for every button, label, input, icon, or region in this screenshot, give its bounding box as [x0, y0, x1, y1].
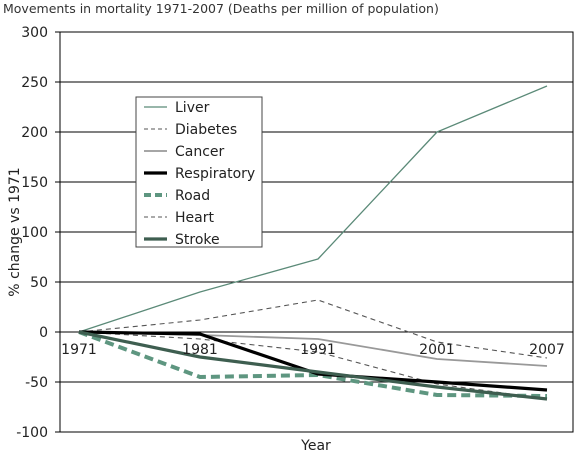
chart-title: Movements in mortality 1971-2007 (Deaths… [3, 1, 439, 16]
y-axis-title: % change vs 1971 [7, 167, 23, 296]
legend-label-cancer: Cancer [175, 144, 225, 160]
series-line-stroke [78, 330, 548, 401]
legend-label-stroke: Stroke [175, 232, 220, 248]
y-tick-label: 0 [39, 325, 48, 341]
x-tick-label: 2001 [419, 342, 455, 358]
x-axis-title: Year [300, 438, 331, 454]
y-tick-label: -50 [25, 375, 48, 391]
series-line-road [78, 330, 548, 398]
y-tick-label: 150 [21, 175, 48, 191]
legend-label-road: Road [175, 188, 210, 204]
y-tick-label: 50 [30, 275, 48, 291]
legend-label-liver: Liver [175, 100, 210, 116]
y-tick-label: 100 [21, 225, 48, 241]
series-lines [78, 85, 548, 401]
legend-label-diabetes: Diabetes [175, 122, 237, 138]
y-tick-label: -100 [16, 425, 48, 441]
x-tick-label: 1971 [61, 342, 97, 358]
series-line-heart [78, 331, 548, 400]
x-tick-label: 1981 [182, 342, 218, 358]
y-tick-label: 250 [21, 75, 48, 91]
legend-label-respiratory: Respiratory [175, 166, 255, 182]
legend: Liver Diabetes Cancer Respiratory Road Heart S… [135, 96, 263, 248]
x-tick-label: 1991 [300, 342, 336, 358]
series-line-diabetes [78, 299, 548, 359]
y-tick-label: 200 [21, 125, 48, 141]
y-axis-ticks: 300 250 200 150 100 50 0 -50 -100 [16, 25, 60, 441]
x-axis-ticks: 1971 1981 1991 2001 2007 [61, 342, 565, 358]
series-line-liver [78, 85, 548, 333]
y-tick-label: 300 [21, 25, 48, 41]
series-line-respiratory [78, 330, 548, 392]
grid-lines [60, 81, 573, 383]
legend-label-heart: Heart [175, 210, 214, 226]
x-tick-label: 2007 [529, 342, 565, 358]
